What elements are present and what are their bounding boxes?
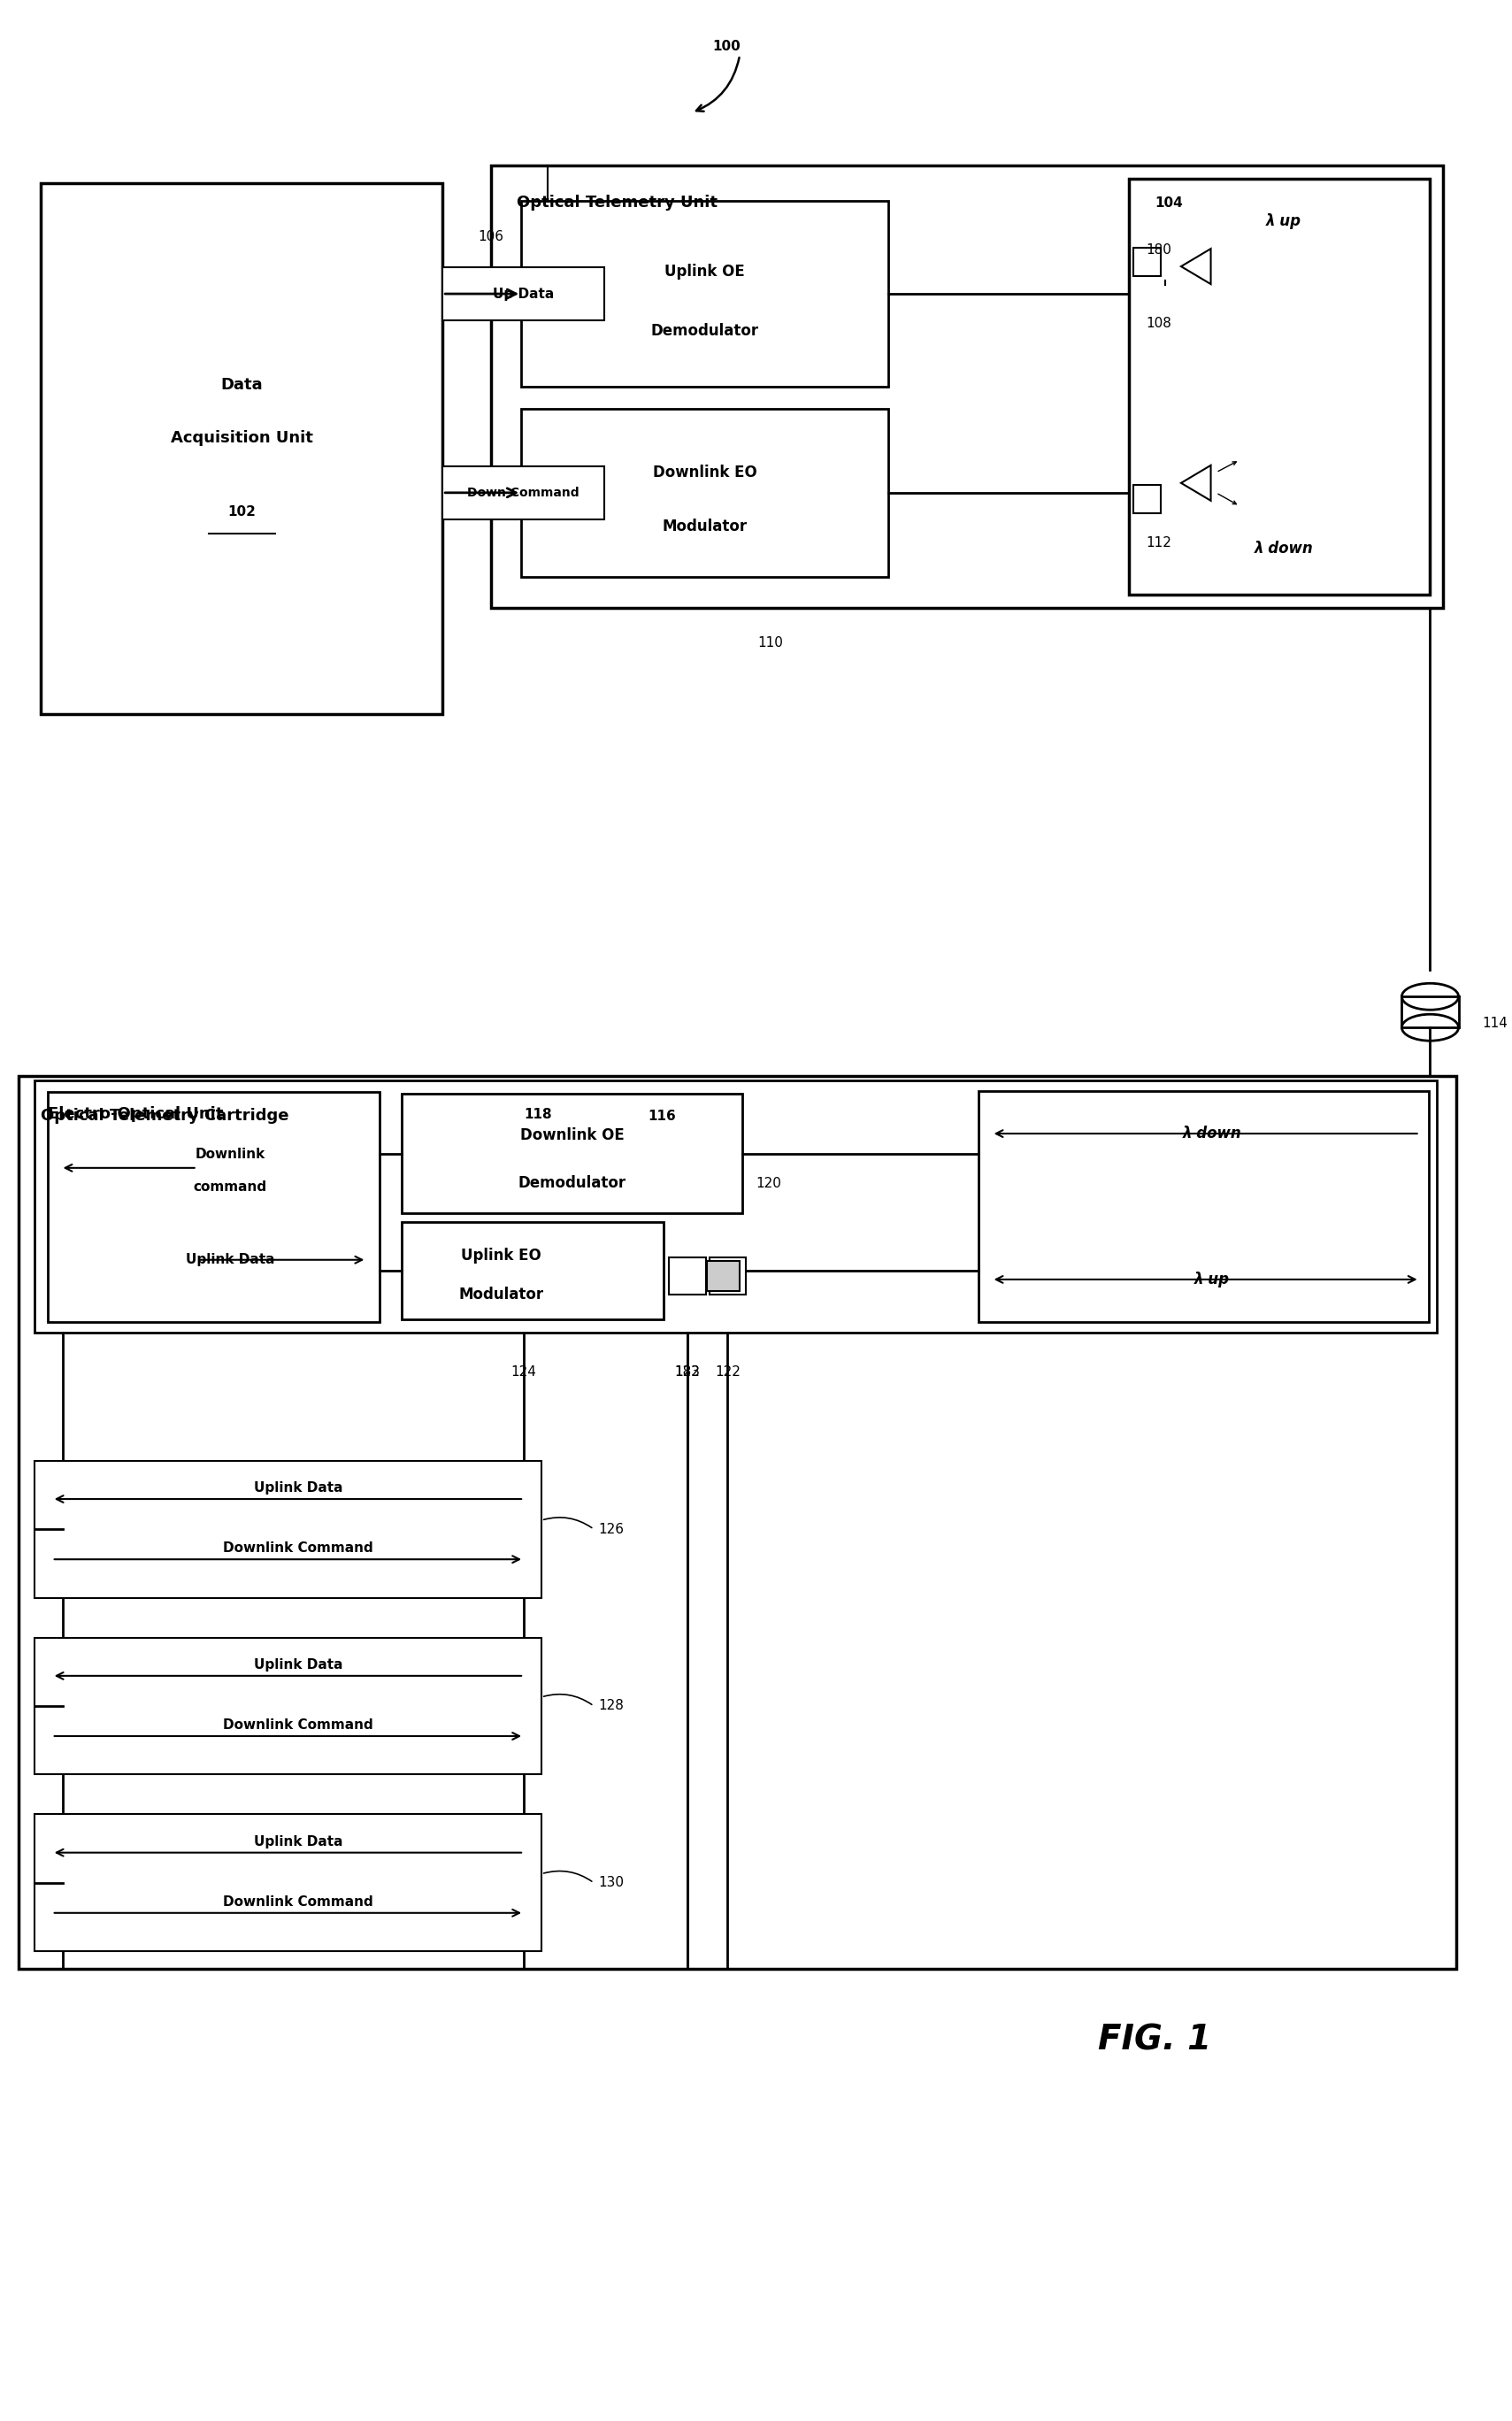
Text: 123: 123 (674, 1365, 700, 1380)
Text: Downlink Command: Downlink Command (222, 1896, 373, 1908)
Text: 116: 116 (649, 1109, 676, 1123)
FancyBboxPatch shape (41, 184, 443, 714)
Text: Uplink EO: Uplink EO (461, 1249, 541, 1264)
Text: Uplink Data: Uplink Data (254, 1835, 343, 1847)
Text: 100: 100 (712, 39, 741, 53)
Text: 130: 130 (599, 1876, 624, 1888)
Text: 106: 106 (478, 230, 503, 242)
Text: Data: Data (221, 378, 263, 392)
Text: 122: 122 (715, 1365, 741, 1380)
Text: 108: 108 (1146, 317, 1172, 329)
Text: Acquisition Unit: Acquisition Unit (171, 431, 313, 445)
Text: Downlink Command: Downlink Command (222, 1719, 373, 1731)
Text: Uplink Data: Uplink Data (186, 1254, 275, 1266)
Text: Demodulator: Demodulator (650, 322, 759, 339)
Text: λ down: λ down (1255, 540, 1314, 557)
FancyBboxPatch shape (978, 1092, 1429, 1322)
Text: Uplink Data: Uplink Data (254, 1658, 343, 1670)
Text: Electro-Optical Unit: Electro-Optical Unit (47, 1106, 224, 1121)
Text: 102: 102 (227, 506, 256, 518)
Text: FIG. 1: FIG. 1 (1098, 2024, 1211, 2055)
FancyBboxPatch shape (1132, 247, 1161, 276)
Text: Downlink: Downlink (195, 1148, 265, 1162)
FancyBboxPatch shape (35, 1813, 541, 1951)
FancyBboxPatch shape (402, 1223, 664, 1319)
Text: λ down: λ down (1182, 1126, 1241, 1143)
Text: Up Data: Up Data (493, 288, 553, 300)
Text: λ up: λ up (1194, 1271, 1229, 1288)
Text: 114: 114 (1483, 1017, 1507, 1029)
FancyBboxPatch shape (668, 1259, 706, 1295)
FancyBboxPatch shape (402, 1094, 742, 1213)
FancyBboxPatch shape (1132, 484, 1161, 513)
Text: Uplink Data: Uplink Data (254, 1482, 343, 1494)
FancyBboxPatch shape (522, 409, 888, 576)
Text: λ up: λ up (1266, 213, 1302, 230)
FancyBboxPatch shape (443, 467, 605, 518)
FancyBboxPatch shape (47, 1092, 380, 1322)
Text: 104: 104 (1155, 196, 1182, 208)
Text: 120: 120 (756, 1177, 782, 1191)
Text: command: command (194, 1181, 268, 1194)
Text: Downlink OE: Downlink OE (520, 1128, 624, 1143)
Text: 124: 124 (511, 1365, 537, 1380)
Text: Modulator: Modulator (662, 518, 747, 535)
Text: 128: 128 (599, 1700, 623, 1712)
FancyBboxPatch shape (706, 1261, 739, 1290)
FancyBboxPatch shape (491, 165, 1444, 608)
Text: Modulator: Modulator (458, 1288, 544, 1302)
Text: Demodulator: Demodulator (519, 1174, 626, 1191)
Text: Optical Telemetry Cartridge: Optical Telemetry Cartridge (41, 1109, 289, 1123)
FancyBboxPatch shape (522, 201, 888, 387)
Text: Optical Telemetry Unit: Optical Telemetry Unit (517, 194, 718, 211)
FancyBboxPatch shape (709, 1259, 745, 1295)
Text: 126: 126 (599, 1523, 624, 1535)
FancyBboxPatch shape (35, 1460, 541, 1598)
Text: 182: 182 (674, 1365, 700, 1380)
FancyBboxPatch shape (443, 266, 605, 320)
FancyBboxPatch shape (35, 1080, 1436, 1332)
Text: Downlink Command: Downlink Command (222, 1542, 373, 1554)
Text: 118: 118 (523, 1106, 552, 1121)
Text: 180: 180 (1146, 242, 1172, 257)
FancyBboxPatch shape (18, 1077, 1456, 1968)
FancyBboxPatch shape (35, 1637, 541, 1775)
Text: 112: 112 (1146, 537, 1172, 550)
Text: Down Command: Down Command (467, 487, 579, 499)
Text: Downlink EO: Downlink EO (653, 465, 758, 479)
Text: 110: 110 (758, 637, 783, 649)
Text: Uplink OE: Uplink OE (665, 264, 745, 278)
FancyBboxPatch shape (1128, 179, 1430, 596)
